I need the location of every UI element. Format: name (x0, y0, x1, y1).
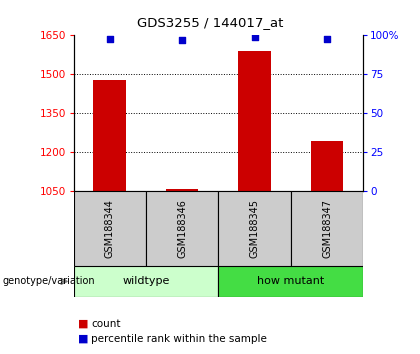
Bar (218, 266, 363, 297)
Text: ■: ■ (78, 319, 88, 329)
Text: wildtype: wildtype (122, 276, 170, 286)
Text: GSM188346: GSM188346 (177, 199, 187, 258)
Bar (74, 191, 146, 266)
Point (324, 36, 331, 41)
Text: GSM188344: GSM188344 (105, 199, 115, 258)
Bar (166, 189, 199, 191)
Bar (93, 80, 126, 191)
Text: GDS3255 / 144017_at: GDS3255 / 144017_at (137, 16, 283, 29)
Bar (146, 191, 218, 266)
Text: count: count (91, 319, 121, 329)
Point (251, 34, 258, 40)
Text: genotype/variation: genotype/variation (2, 276, 95, 286)
Bar (218, 191, 291, 266)
Bar (311, 141, 344, 191)
Text: ■: ■ (78, 334, 88, 344)
Text: GSM188347: GSM188347 (322, 199, 332, 258)
Bar (238, 51, 271, 191)
Point (106, 36, 113, 41)
Text: how mutant: how mutant (257, 276, 325, 286)
Bar (74, 266, 218, 297)
Bar (291, 191, 363, 266)
Text: GSM188345: GSM188345 (249, 199, 260, 258)
Text: percentile rank within the sample: percentile rank within the sample (91, 334, 267, 344)
Point (179, 37, 186, 43)
